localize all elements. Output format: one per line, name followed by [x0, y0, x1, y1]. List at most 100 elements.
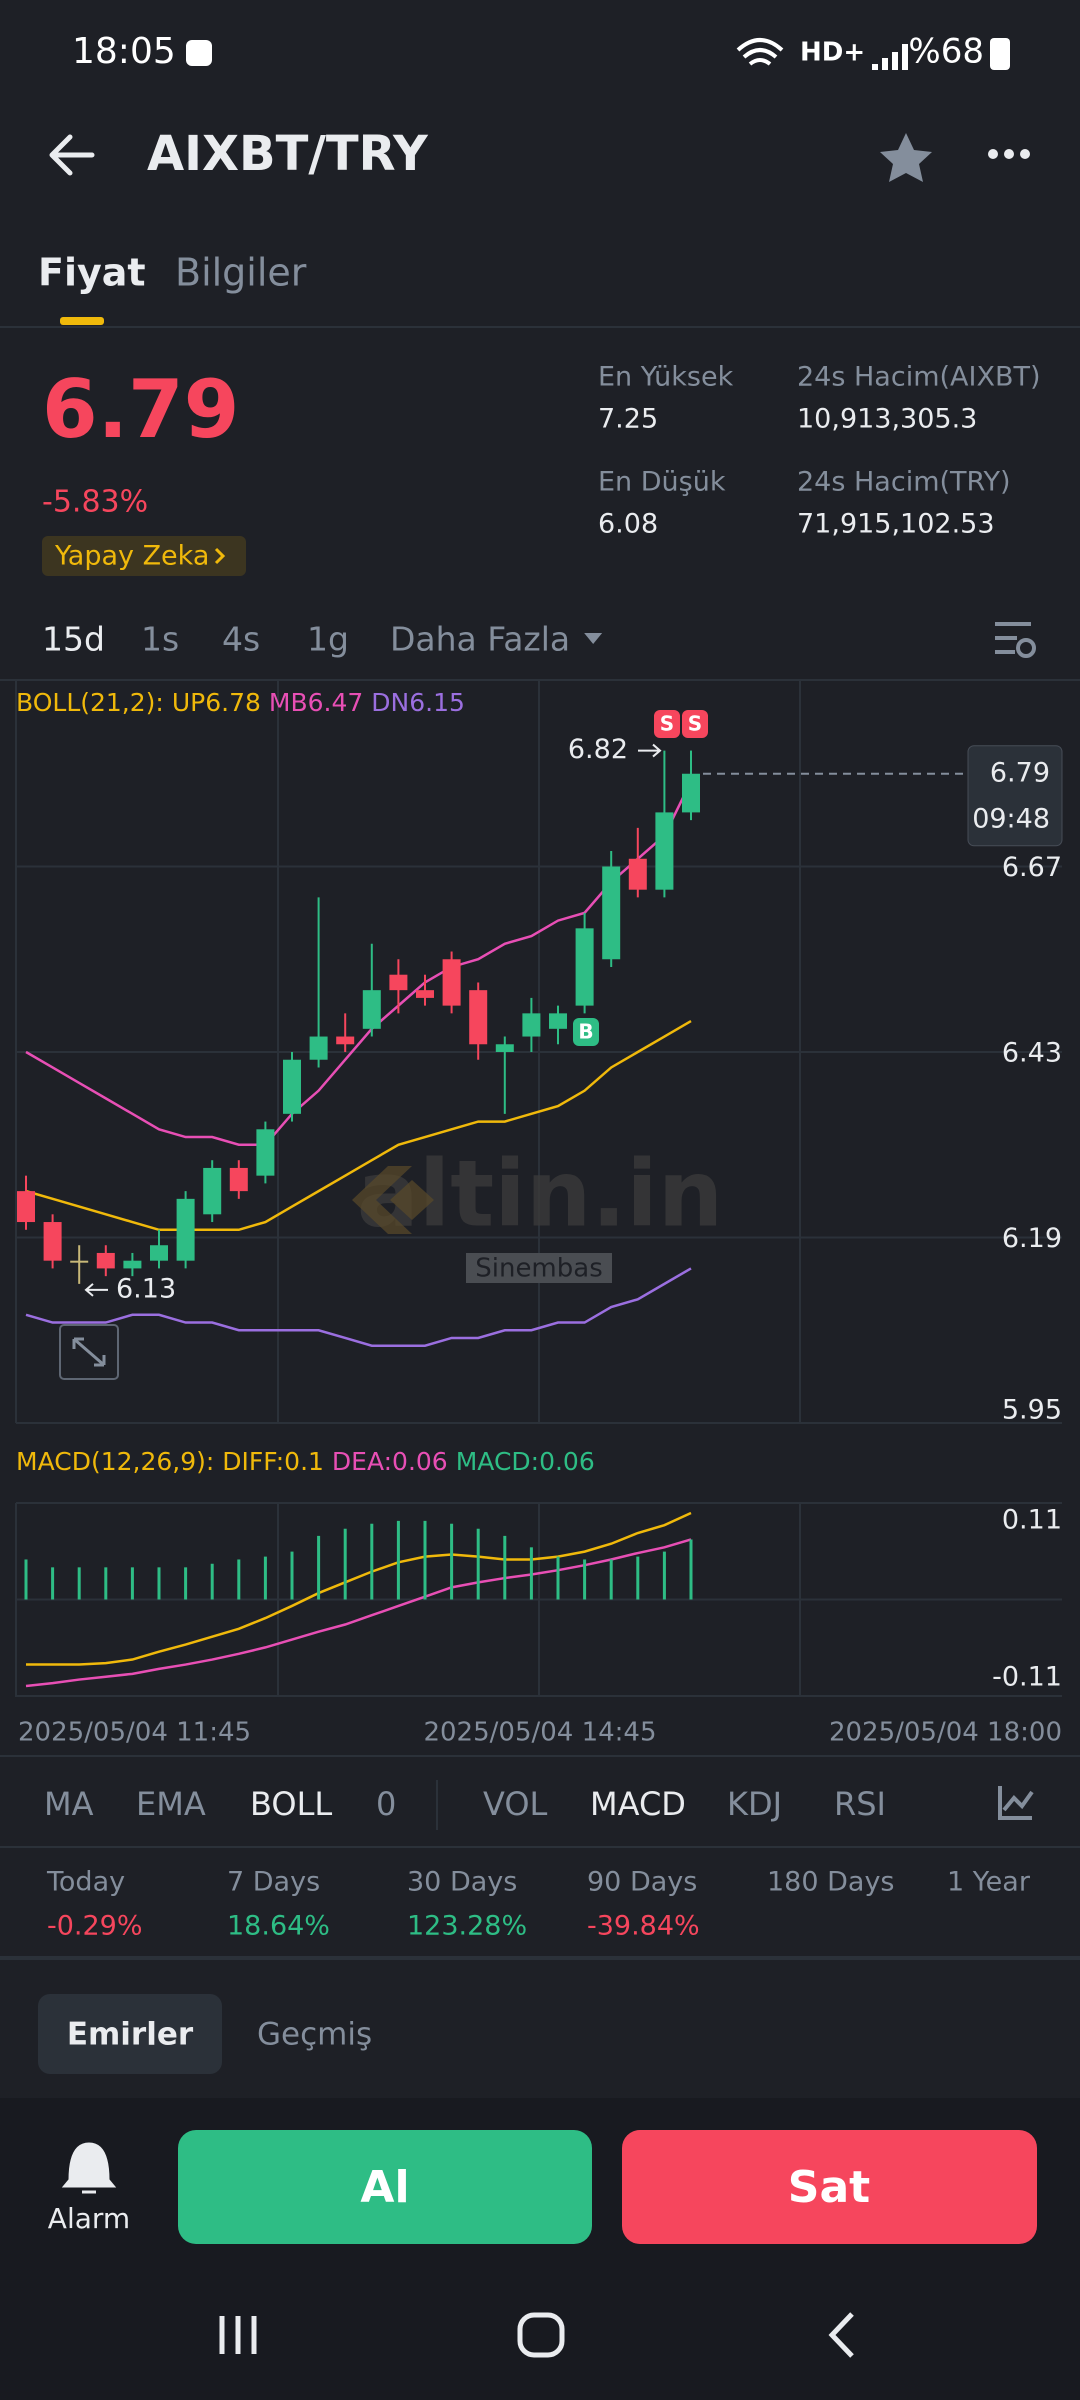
period-label: 1 Year	[947, 1867, 1031, 1898]
dropdown-caret	[584, 633, 603, 644]
tab[interactable]: Bilgiler	[175, 251, 307, 295]
high-arrow	[638, 743, 662, 758]
buy-button[interactable]	[178, 2130, 592, 2244]
period-label: 7 Days	[227, 1867, 320, 1898]
divider	[436, 1780, 438, 1830]
order-tab-active[interactable]	[38, 1994, 222, 2074]
stat-label: En Yüksek	[598, 362, 734, 393]
macd-bar	[184, 1567, 188, 1600]
macd-bar	[51, 1567, 55, 1600]
interval[interactable]: 4s	[222, 620, 260, 659]
expand-icon	[72, 1337, 106, 1367]
indicator-option[interactable]: KDJ	[727, 1785, 782, 1823]
candle-body	[495, 1044, 514, 1052]
indicator-option[interactable]: 0	[376, 1785, 396, 1823]
sell-label: Sat	[788, 2162, 870, 2213]
status-network: HD+	[800, 38, 865, 68]
more-button[interactable]	[988, 149, 1030, 159]
candle-body	[203, 1167, 222, 1215]
stat-value: 6.08	[598, 509, 658, 540]
price-change: -5.83%	[42, 485, 148, 520]
order-tab[interactable]: Geçmiş	[257, 2017, 372, 2053]
macd-bar	[583, 1559, 587, 1600]
period-label: Today	[46, 1867, 125, 1898]
signal-label: B	[578, 1020, 593, 1044]
buy-label: Al	[360, 2162, 409, 2213]
candle-body	[229, 1167, 248, 1192]
alarm-label: Alarm	[48, 2202, 130, 2235]
watermark-user: Sinembas	[475, 1254, 603, 1284]
stat-label: 24s Hacim(AIXBT)	[797, 362, 1041, 393]
period-value: -0.29%	[47, 1911, 143, 1942]
tag-chip[interactable]	[42, 536, 246, 576]
back-button[interactable]	[49, 134, 95, 176]
candle-body	[469, 990, 488, 1045]
high-label: 6.82	[568, 734, 628, 765]
candle-body	[602, 866, 621, 960]
low-arrow	[84, 1283, 108, 1297]
period-label: 30 Days	[407, 1867, 517, 1898]
interval[interactable]: 1g	[307, 620, 349, 659]
y-tick-label: 5.95	[1002, 1395, 1062, 1426]
x-tick-label: 2025/05/04 18:00	[829, 1718, 1062, 1748]
legend-entry: DEA:0.06	[332, 1447, 448, 1476]
boll-line	[25, 1019, 692, 1232]
indicator-option[interactable]: RSI	[834, 1785, 886, 1823]
period-value: 18.64%	[227, 1911, 330, 1942]
candle-body	[96, 1252, 115, 1269]
stat-label: En Düşük	[598, 467, 726, 498]
alarm-icon[interactable]	[61, 2142, 117, 2194]
x-tick-label: 2025/05/04 11:45	[18, 1718, 251, 1748]
macd-bar	[237, 1559, 241, 1600]
legend-entry: DIFF:0.1	[222, 1447, 324, 1476]
candle-body	[362, 990, 381, 1029]
order-tab[interactable]: Emirler	[67, 2017, 194, 2053]
candle-body	[17, 1191, 35, 1223]
last-price-box	[967, 745, 1063, 847]
tab[interactable]: Fiyat	[38, 251, 146, 295]
signal-marker	[573, 1018, 599, 1046]
y-tick-label: 6.43	[1002, 1038, 1062, 1069]
expand-button[interactable]	[59, 1324, 119, 1380]
indicator-option[interactable]: MA	[44, 1785, 94, 1823]
nav-back[interactable]	[828, 2312, 854, 2358]
candle-body	[389, 974, 408, 991]
signal-label: S	[660, 712, 674, 736]
candle-body	[442, 959, 461, 1006]
nav-home[interactable]	[517, 2312, 565, 2358]
watermark-logo	[352, 1166, 434, 1234]
legend-entry: MACD:0.06	[456, 1447, 595, 1476]
candle-body	[628, 858, 647, 890]
chart-settings-button[interactable]	[995, 622, 1036, 658]
sell-button[interactable]	[622, 2130, 1037, 2244]
interval[interactable]: 15d	[42, 620, 105, 659]
macd-bar	[662, 1551, 666, 1600]
macd-bar	[24, 1559, 28, 1600]
candle-body	[682, 773, 700, 813]
last-price: 6.79	[42, 363, 239, 456]
nav-recent[interactable]	[219, 2316, 257, 2354]
macd-bar	[210, 1563, 214, 1600]
candle-body	[150, 1245, 168, 1261]
interval[interactable]: Daha Fazla	[390, 620, 570, 659]
indicator-option[interactable]: VOL	[483, 1785, 548, 1823]
macd-bar	[317, 1535, 321, 1600]
macd-bar	[609, 1559, 613, 1600]
countdown: 09:48	[972, 803, 1050, 834]
pair-title: AIXBT/TRY	[147, 126, 429, 182]
macd-bar	[370, 1523, 374, 1600]
indicator-option[interactable]: BOLL	[250, 1785, 332, 1823]
y-tick-label: 6.19	[1002, 1223, 1062, 1254]
candle-body	[549, 1013, 567, 1029]
legend-title: BOLL(21,2):	[16, 688, 164, 717]
indicator-option[interactable]: EMA	[136, 1785, 206, 1823]
indicator-option[interactable]: MACD	[590, 1785, 686, 1823]
stat-value: 10,913,305.3	[797, 404, 977, 435]
indicator-settings-button[interactable]	[998, 1786, 1034, 1820]
interval[interactable]: 1s	[141, 620, 179, 659]
signal-label: S	[688, 712, 702, 736]
favorite-button[interactable]	[880, 133, 932, 182]
macd-bar	[529, 1547, 533, 1600]
